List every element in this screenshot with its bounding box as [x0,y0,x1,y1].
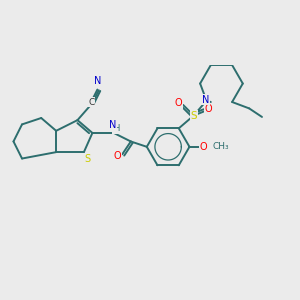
Text: N: N [109,121,116,130]
Text: S: S [190,110,197,121]
Text: N: N [94,76,101,86]
Text: C: C [88,98,94,106]
Text: S: S [84,154,90,164]
Text: O: O [200,142,207,152]
Text: O: O [205,104,212,114]
Text: O: O [175,98,183,108]
Text: CH₃: CH₃ [212,142,229,151]
Text: O: O [113,152,121,161]
Text: H: H [113,124,119,133]
Text: N: N [202,94,209,104]
